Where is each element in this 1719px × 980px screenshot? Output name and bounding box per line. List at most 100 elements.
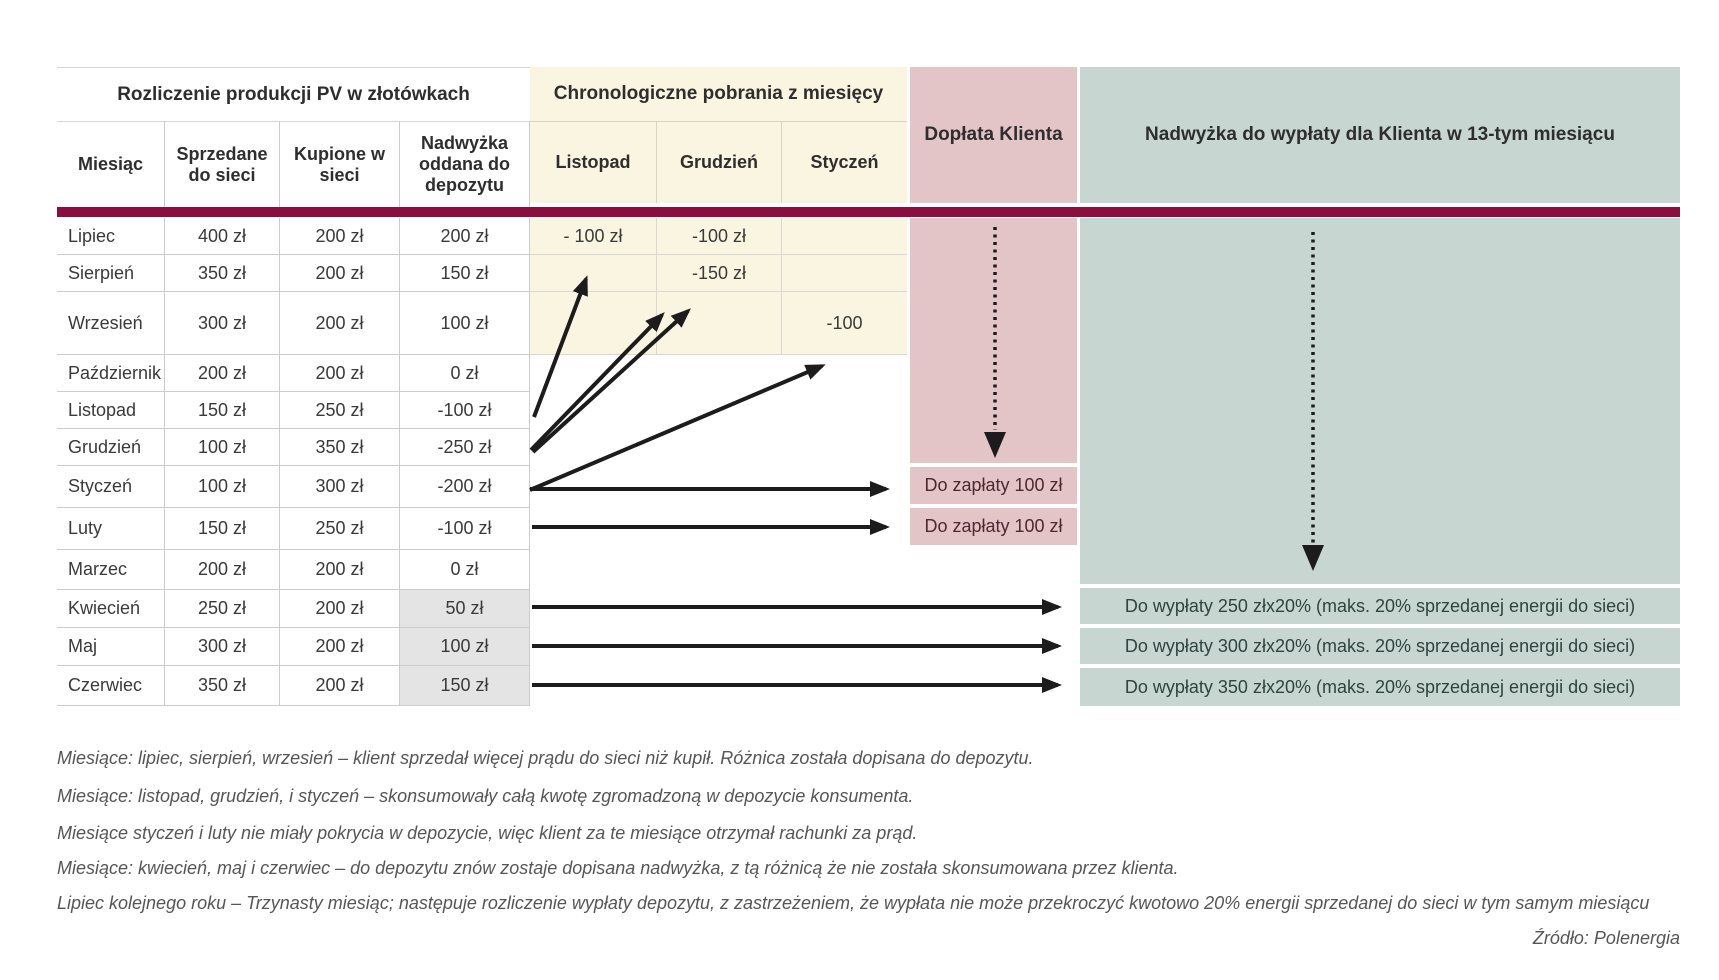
- arrow-styczen-to-chrono: [529, 364, 826, 492]
- column-header-nadwyzka: Nadwyżka oddana do depozytu: [400, 122, 530, 207]
- bought-value: 200 zł: [280, 590, 400, 627]
- wyplata-row-maj: Do wypłaty 300 złx20% (maks. 20% sprzeda…: [1080, 628, 1680, 664]
- column-header-listopad: Listopad: [530, 122, 657, 203]
- table-row-marzec: Marzec 200 zł 200 zł 0 zł: [57, 550, 530, 590]
- month-label: Styczeń: [57, 466, 165, 507]
- bought-value: 200 zł: [280, 355, 400, 391]
- footnote-4: Miesiące: kwiecień, maj i czerwiec – do …: [57, 858, 1179, 878]
- sold-value: 100 zł: [165, 466, 280, 507]
- surplus-value: -100 zł: [400, 508, 530, 549]
- wyplata-header: Nadwyżka do wypłaty dla Klienta w 13-tym…: [1080, 67, 1680, 203]
- sold-value: 350 zł: [165, 666, 280, 705]
- surplus-value: 150 zł: [400, 255, 530, 291]
- table-row-luty: Luty 150 zł 250 zł -100 zł: [57, 508, 530, 550]
- table-row-czerwiec: Czerwiec 350 zł 200 zł 150 zł: [57, 666, 530, 706]
- sold-value: 300 zł: [165, 292, 280, 354]
- chrono-header-bg: [530, 67, 907, 203]
- maroon-divider-bar: [57, 207, 1680, 217]
- month-label: Sierpień: [57, 255, 165, 291]
- bought-value: 200 zł: [280, 550, 400, 589]
- month-label: Maj: [57, 628, 165, 665]
- chrono-cell-grudzien-empty: [657, 292, 782, 354]
- month-label: Grudzień: [57, 429, 165, 465]
- chrono-cell-styczen: -100: [826, 312, 863, 333]
- chrono-cell-listopad: - 100 zł: [530, 218, 657, 254]
- sold-value: 200 zł: [165, 550, 280, 589]
- footnote-3: Miesiące styczeń i luty nie miały pokryc…: [57, 823, 918, 843]
- chrono-cell-listopad-empty: [530, 255, 657, 291]
- month-label: Lipiec: [57, 218, 165, 254]
- chrono-cell-styczen-empty: [782, 255, 907, 291]
- left-table-title-row: Rozliczenie produkcji PV w złotówkach: [57, 67, 530, 122]
- table-row-pazdziernik: Październik 200 zł 200 zł 0 zł: [57, 355, 530, 392]
- month-label: Listopad: [57, 392, 165, 428]
- table-row-listopad: Listopad 150 zł 250 zł -100 zł: [57, 392, 530, 429]
- column-header-kupione: Kupione w sieci: [280, 122, 400, 207]
- chrono-cell-styczen-empty: [782, 218, 907, 254]
- bought-value: 200 zł: [280, 218, 400, 254]
- surplus-value: 100 zł: [400, 292, 530, 354]
- wyplata-column-bg: [1080, 218, 1680, 584]
- surplus-value: -100 zł: [400, 392, 530, 428]
- table-row-kwiecien: Kwiecień 250 zł 200 zł 50 zł: [57, 590, 530, 628]
- bought-value: 250 zł: [280, 508, 400, 549]
- sold-value: 350 zł: [165, 255, 280, 291]
- bought-value: 350 zł: [280, 429, 400, 465]
- wyplata-title: Nadwyżka do wypłaty dla Klienta w 13-tym…: [1145, 124, 1615, 145]
- surplus-value: 0 zł: [400, 355, 530, 391]
- column-header-sprzedane: Sprzedane do sieci: [165, 122, 280, 207]
- chrono-cell-grudzien: -100 zł: [657, 218, 782, 254]
- month-label: Luty: [57, 508, 165, 549]
- bought-value: 250 zł: [280, 392, 400, 428]
- chrono-cell-listopad-empty: [530, 292, 657, 354]
- footnote-1: Miesiące: lipiec, sierpień, wrzesień – k…: [57, 748, 1034, 768]
- doplata-title: Dopłata Klienta: [924, 124, 1063, 145]
- surplus-value: 100 zł: [400, 628, 530, 665]
- surplus-value: -250 zł: [400, 429, 530, 465]
- column-header-miesiac: Miesiąc: [57, 122, 165, 207]
- chrono-column-headers: Listopad Grudzień Styczeń: [530, 122, 907, 203]
- chrono-row-wrzesien: -100: [530, 292, 907, 355]
- surplus-value: 200 zł: [400, 218, 530, 254]
- table-row-maj: Maj 300 zł 200 zł 100 zł: [57, 628, 530, 666]
- bought-value: 200 zł: [280, 666, 400, 705]
- bought-value: 300 zł: [280, 466, 400, 507]
- footnote-5: Lipiec kolejnego roku – Trzynasty miesią…: [57, 893, 1650, 913]
- bought-value: 200 zł: [280, 292, 400, 354]
- doplata-cell-styczen: Do zapłaty 100 zł: [910, 467, 1077, 504]
- sold-value: 250 zł: [165, 590, 280, 627]
- surplus-value: 150 zł: [400, 666, 530, 705]
- sold-value: 400 zł: [165, 218, 280, 254]
- sold-value: 100 zł: [165, 429, 280, 465]
- chrono-title-row: Chronologiczne pobrania z miesięcy: [530, 67, 907, 122]
- column-header-styczen: Styczeń: [810, 152, 879, 173]
- month-label: Marzec: [57, 550, 165, 589]
- sold-value: 200 zł: [165, 355, 280, 391]
- table-row-lipiec: Lipiec 400 zł 200 zł 200 zł: [57, 218, 530, 255]
- sold-value: 300 zł: [165, 628, 280, 665]
- wyplata-row-kwiecien: Do wypłaty 250 złx20% (maks. 20% sprzeda…: [1080, 588, 1680, 624]
- bought-value: 200 zł: [280, 628, 400, 665]
- doplata-header-bg: [910, 67, 1077, 203]
- column-header-grudzien: Grudzień: [657, 122, 782, 203]
- table-row-grudzien: Grudzień 100 zł 350 zł -250 zł: [57, 429, 530, 466]
- surplus-value: -200 zł: [400, 466, 530, 507]
- doplata-column-bg: [910, 218, 1077, 463]
- month-label: Kwiecień: [57, 590, 165, 627]
- doplata-header: Dopłata Klienta: [910, 67, 1077, 203]
- chrono-row-lipiec: - 100 zł -100 zł: [530, 218, 907, 255]
- chrono-row-sierpien: -150 zł: [530, 255, 907, 292]
- month-label: Czerwiec: [57, 666, 165, 705]
- wyplata-row-czerwiec: Do wypłaty 350 złx20% (maks. 20% sprzeda…: [1080, 668, 1680, 706]
- bought-value: 200 zł: [280, 255, 400, 291]
- wyplata-header-bg: [1080, 67, 1680, 203]
- chrono-cell-grudzien: -150 zł: [657, 255, 782, 291]
- sold-value: 150 zł: [165, 392, 280, 428]
- surplus-value: 0 zł: [400, 550, 530, 589]
- table-row-sierpien: Sierpień 350 zł 200 zł 150 zł: [57, 255, 530, 292]
- left-table-column-headers: Miesiąc Sprzedane do sieci Kupione w sie…: [57, 122, 530, 207]
- chrono-title: Chronologiczne pobrania z miesięcy: [553, 83, 884, 104]
- table-row-styczen: Styczeń 100 zł 300 zł -200 zł: [57, 466, 530, 508]
- month-label: Wrzesień: [57, 292, 165, 354]
